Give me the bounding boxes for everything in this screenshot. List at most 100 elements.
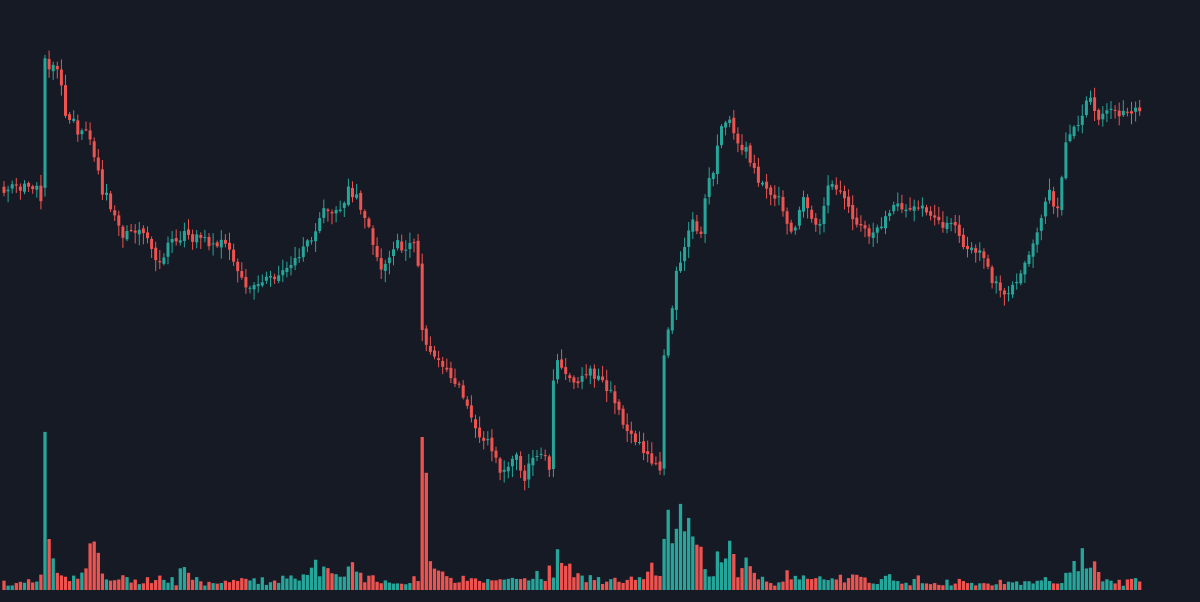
volume-bar: [879, 579, 884, 590]
candle-body: [945, 222, 949, 230]
candle-body: [109, 193, 113, 210]
volume-bar: [695, 544, 699, 590]
candle-body: [474, 419, 477, 429]
candle-body: [781, 196, 785, 212]
volume-bar: [617, 581, 621, 590]
volume-bar: [1072, 561, 1076, 590]
candle-body: [818, 224, 822, 226]
candle-body: [424, 328, 428, 345]
volume-bar: [826, 580, 830, 590]
volume-bar: [785, 570, 789, 590]
volume-bar: [1101, 581, 1105, 590]
volume-bar: [195, 577, 199, 590]
volume-bar: [682, 531, 687, 590]
volume-bar: [756, 579, 761, 590]
volume-bar: [961, 581, 966, 590]
volume-bar: [974, 585, 978, 590]
volume-bar: [904, 582, 908, 590]
volume-bar: [498, 579, 502, 590]
volume-bar: [924, 583, 929, 590]
candle-body: [875, 227, 879, 233]
candle-body: [957, 224, 961, 236]
candle-body: [273, 276, 277, 280]
volume-bar: [203, 585, 207, 590]
volume-bar: [67, 581, 72, 590]
volume-bar: [449, 577, 453, 590]
volume-bar: [420, 437, 424, 590]
volume-bar: [703, 569, 707, 590]
candle-body: [892, 204, 896, 212]
volume-bar: [211, 583, 215, 590]
candle-body: [572, 377, 576, 383]
candle-body: [773, 194, 777, 199]
candle-body: [752, 162, 756, 168]
candle-body: [80, 130, 84, 135]
candle-body: [76, 120, 80, 135]
candle-body: [195, 234, 199, 243]
candle-body: [355, 194, 359, 198]
volume-bar: [424, 472, 428, 590]
candle-body: [68, 114, 72, 121]
volume-bar: [400, 583, 404, 590]
volume-bar: [1117, 579, 1121, 590]
volume-bar: [166, 582, 170, 590]
volume-bar: [740, 568, 744, 590]
volume-bar: [596, 577, 601, 590]
candle-body: [535, 455, 539, 457]
volume-bar: [982, 583, 986, 590]
volume-bar: [387, 582, 392, 590]
candle-body: [650, 453, 654, 464]
volume-bar: [555, 549, 560, 590]
candle-body: [2, 186, 6, 193]
volume-bar: [1015, 581, 1019, 590]
candle-body: [843, 191, 846, 199]
volume-bar: [674, 528, 679, 590]
volume-bar: [543, 580, 547, 590]
volume-bar: [125, 577, 129, 590]
volume-bar: [1060, 583, 1064, 590]
candle-body: [113, 210, 117, 216]
candle-body: [679, 262, 682, 272]
candle-body: [363, 211, 367, 219]
volume-bar: [359, 572, 363, 590]
volume-bar: [572, 577, 576, 590]
candle-body: [178, 240, 182, 243]
volume-bar: [129, 582, 133, 590]
candle-body: [404, 249, 408, 251]
candle-body: [699, 231, 703, 234]
volume-bar: [104, 579, 109, 590]
volume-bar: [231, 579, 236, 590]
volume-bar: [518, 579, 523, 590]
volume-bar: [285, 578, 289, 590]
volume-bar: [748, 566, 752, 590]
volume-bar: [412, 576, 416, 590]
candle-body: [330, 212, 334, 214]
volume-bar: [219, 583, 223, 590]
candle-body: [879, 226, 883, 229]
volume-bar: [871, 583, 875, 590]
candle-body: [105, 192, 108, 195]
volume-bar: [613, 577, 617, 590]
candle-body: [560, 359, 564, 368]
volume-bar: [51, 558, 55, 590]
candle-body: [35, 185, 39, 190]
candle-body: [31, 186, 35, 190]
volume-bar: [117, 579, 121, 590]
candle-body: [551, 380, 555, 470]
volume-bar: [55, 572, 59, 590]
candle-body: [1015, 281, 1019, 284]
volume-bar: [822, 579, 826, 590]
candle-body: [305, 240, 309, 247]
volume-bar: [723, 558, 728, 590]
volume-bar: [863, 577, 867, 590]
volume-bar: [1027, 581, 1031, 590]
volume-bar: [830, 578, 834, 590]
candle-body: [539, 453, 543, 455]
volume-bar: [1088, 567, 1093, 590]
candle-body: [1048, 189, 1051, 201]
candle-body: [277, 275, 281, 282]
volume-bar: [957, 578, 961, 590]
candle-body: [1072, 126, 1076, 136]
volume-bar: [1138, 581, 1142, 590]
